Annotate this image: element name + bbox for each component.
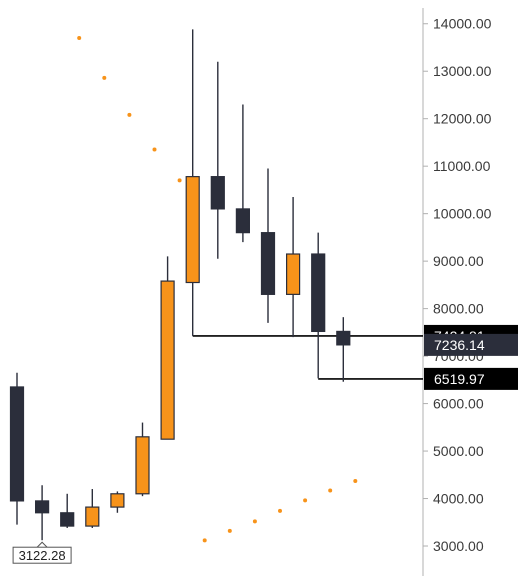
candle-body-down bbox=[260, 232, 276, 295]
candle bbox=[286, 197, 301, 338]
y-tick-label: 12000.00 bbox=[433, 111, 492, 127]
y-tick-label: 3000.00 bbox=[433, 538, 484, 554]
y-tick-label: 8000.00 bbox=[433, 301, 484, 317]
candle bbox=[135, 422, 150, 497]
y-tick-label: 6000.00 bbox=[433, 396, 484, 412]
candle-body-down bbox=[9, 386, 25, 502]
price-tag-label: 7236.14 bbox=[434, 337, 485, 353]
candles bbox=[9, 29, 351, 541]
candle bbox=[185, 29, 200, 336]
y-tick-label: 13000.00 bbox=[433, 63, 492, 79]
sar-dot bbox=[152, 147, 157, 152]
y-tick-label: 9000.00 bbox=[433, 253, 484, 269]
sar-dot bbox=[202, 538, 207, 543]
sar-dot bbox=[353, 478, 358, 483]
sar-dot bbox=[127, 112, 132, 117]
price-tag: 7236.14 bbox=[424, 333, 518, 356]
price-tag-bg bbox=[424, 367, 518, 390]
low-marker-pointer bbox=[36, 541, 48, 548]
sar-dot bbox=[252, 519, 257, 524]
y-axis-ticks: 3000.004000.005000.006000.007000.008000.… bbox=[423, 16, 492, 554]
candle-body-up bbox=[185, 176, 200, 284]
candle-body-up bbox=[135, 436, 150, 495]
sar-dot bbox=[77, 35, 82, 40]
y-tick-label: 14000.00 bbox=[433, 16, 492, 32]
candle-body-down bbox=[235, 208, 250, 234]
y-tick-label: 10000.00 bbox=[433, 206, 492, 222]
candle-body-down bbox=[60, 512, 75, 527]
candle bbox=[336, 317, 351, 382]
candle bbox=[311, 232, 326, 379]
candle bbox=[235, 104, 250, 243]
low-marker-label: 3122.28 bbox=[19, 548, 66, 563]
sar-dot bbox=[328, 488, 333, 493]
candle bbox=[260, 168, 276, 323]
candle-body-down bbox=[336, 330, 351, 346]
sar-dot bbox=[102, 75, 107, 80]
candle-body-up bbox=[286, 253, 301, 295]
candle bbox=[34, 485, 50, 541]
sar-dot bbox=[303, 498, 308, 503]
y-tick-label: 5000.00 bbox=[433, 443, 484, 459]
candle-body-down bbox=[311, 253, 326, 333]
candle-body-down bbox=[210, 176, 225, 210]
candle bbox=[9, 372, 25, 525]
price-tag-label: 6519.97 bbox=[434, 371, 485, 387]
price-tag: 6519.97 bbox=[424, 367, 518, 390]
candle bbox=[160, 256, 175, 440]
y-tick-label: 4000.00 bbox=[433, 491, 484, 507]
sar-dot bbox=[278, 508, 282, 513]
candle bbox=[85, 489, 100, 528]
candle bbox=[110, 491, 125, 513]
low-price-marker: 3122.28 bbox=[12, 541, 72, 564]
sar-dot bbox=[227, 528, 232, 533]
annotations: 3122.28 bbox=[12, 541, 72, 564]
candle-body-up bbox=[110, 493, 125, 508]
price-levels bbox=[192, 335, 423, 380]
sar-dot bbox=[177, 178, 182, 183]
candle bbox=[210, 61, 225, 259]
candle-body-up bbox=[160, 280, 175, 440]
y-tick-label: 11000.00 bbox=[433, 158, 491, 174]
low-marker-box bbox=[12, 546, 72, 564]
price-tag-bg bbox=[424, 333, 518, 356]
candle-body-up bbox=[85, 506, 100, 527]
candle-body-down bbox=[34, 500, 50, 514]
candle bbox=[60, 493, 75, 528]
parabolic-sar bbox=[77, 35, 358, 543]
